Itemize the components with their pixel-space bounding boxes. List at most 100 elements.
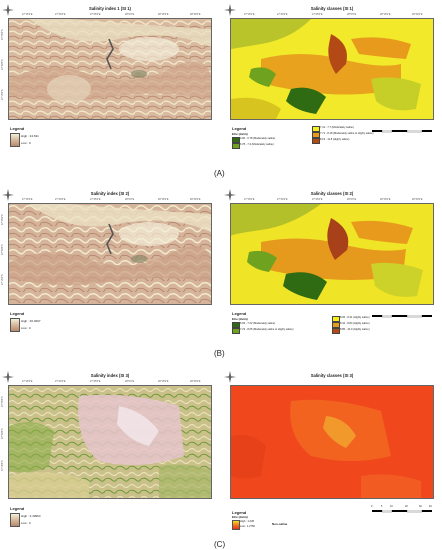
class-swatch <box>232 143 240 149</box>
class-swatch <box>332 316 340 322</box>
class-swatch <box>312 126 320 132</box>
lon-tick: 27°30'0"E <box>277 13 288 16</box>
lat-tick: 27°45'0"N <box>1 29 4 40</box>
lat-tick: 27°30'0"N <box>1 59 4 70</box>
class-label: 8.85 - 10.9 (Highly saline) <box>340 328 370 331</box>
lon-tick: 28°15'0"E <box>158 198 169 201</box>
legend-high: High : 1.028 <box>240 520 254 523</box>
panel-title: Salinity classes (SI 1) <box>310 6 354 11</box>
lon-tick: 28°15'0"E <box>158 13 169 16</box>
class-label: 8.19 - 11.8 (Highly saline) <box>320 138 350 141</box>
legend-title: Legend <box>232 126 247 131</box>
legend-low: Low : 0 <box>21 141 31 145</box>
lon-tick: 28°30'0"E <box>412 13 423 16</box>
lon-tick: 28°0'0"E <box>347 198 357 201</box>
class-swatch <box>312 132 320 138</box>
legend-ece: ECe (ds/m) <box>232 515 248 519</box>
class-swatch <box>232 137 240 143</box>
salinity-classes-map <box>230 203 434 305</box>
panel-a-right: Salinity classes (SI 1) 27°15'0"E 27°30'… <box>222 0 442 180</box>
legend-low: Low : 0 <box>21 326 31 330</box>
panel-c-left: Salinity index (SI 3) 27°15'0"E 27°30'0"… <box>0 367 220 537</box>
lon-tick: 28°0'0"E <box>125 198 135 201</box>
salinity-classes-map <box>230 18 434 120</box>
lon-tick: 27°15'0"E <box>22 380 33 383</box>
scale-tick: 0 <box>371 505 373 508</box>
scale-tick: 5 <box>381 505 383 508</box>
panel-title: Salinity classes (SI 2) <box>310 191 354 196</box>
lon-tick: 28°15'0"E <box>380 13 391 16</box>
panel-title: Salinity index (SI 2) <box>90 191 130 196</box>
north-arrow-icon <box>224 3 236 21</box>
lat-tick: 27°30'0"N <box>1 244 4 255</box>
legend-high: High : 24.631 <box>21 134 39 138</box>
lat-tick: 27°45'0"N <box>1 396 4 407</box>
north-arrow-icon <box>224 188 236 206</box>
lon-tick: 27°45'0"E <box>90 198 101 201</box>
lon-tick: 28°30'0"E <box>190 13 201 16</box>
class-swatch <box>232 322 240 328</box>
legend-title: Legend <box>10 506 25 511</box>
lon-tick: 28°0'0"E <box>125 380 135 383</box>
scale-bar <box>372 501 432 519</box>
class-swatch <box>332 328 340 334</box>
class-label: 7.41 - 7.7 (Moderately saline) <box>320 126 354 129</box>
legend-ece: ECe (ds/m) <box>232 317 248 321</box>
classes-gradient <box>232 520 240 530</box>
legend-ece: ECe (ds/m) <box>232 132 248 136</box>
legend-title: Legend <box>232 510 247 515</box>
scale-tick: 30 <box>419 505 422 508</box>
scale-tick: 40 <box>429 505 432 508</box>
legend-low: Low : 1.2750 <box>240 525 255 528</box>
class-label: 8.42 - 8.84 (Highly saline) <box>340 322 370 325</box>
north-arrow-icon <box>2 370 14 388</box>
lat-tick: 27°45'0"N <box>1 214 4 225</box>
lon-tick: 27°15'0"E <box>22 13 33 16</box>
salinity-index-map <box>8 203 212 305</box>
lon-tick: 27°30'0"E <box>55 380 66 383</box>
index-gradient <box>10 318 20 332</box>
lon-tick: 28°30'0"E <box>190 198 201 201</box>
legend-non-saline: Non-saline <box>272 522 288 526</box>
panel-a-left: Salinity index 1 (SI 1) 27°15'0"E 27°30'… <box>0 0 220 160</box>
legend-title: Legend <box>10 126 25 131</box>
lon-tick: 27°45'0"E <box>312 198 323 201</box>
lon-tick: 27°15'0"E <box>244 13 255 16</box>
index-gradient <box>10 133 20 147</box>
legend-low: Low : 0 <box>21 521 31 525</box>
panel-title: Salinity index (SI 3) <box>90 373 130 378</box>
panel-b-right: Salinity classes (SI 2) 27°15'0"E 27°30'… <box>222 185 442 365</box>
scale-bar <box>372 121 432 139</box>
lon-tick: 27°30'0"E <box>55 198 66 201</box>
north-arrow-icon <box>224 370 236 388</box>
legend-title: Legend <box>10 311 25 316</box>
lat-tick: 27°15'0"N <box>1 89 4 100</box>
lat-tick: 27°30'0"N <box>1 428 4 439</box>
lon-tick: 27°30'0"E <box>277 198 288 201</box>
panel-label-b: (B) <box>214 349 225 358</box>
lat-tick: 27°15'0"N <box>1 460 4 471</box>
lon-tick: 28°15'0"E <box>380 198 391 201</box>
lon-tick: 28°0'0"E <box>347 13 357 16</box>
lon-tick: 28°15'0"E <box>158 380 169 383</box>
scale-tick: 20 <box>405 505 408 508</box>
lon-tick: 27°15'0"E <box>244 198 255 201</box>
class-label: 7.23 - 8.05 (Moderately saline to Highly… <box>240 328 294 331</box>
class-swatch <box>332 322 340 328</box>
class-label: 7.71 - 8.18 (Moderately saline to Highly… <box>320 132 374 135</box>
lon-tick: 27°45'0"E <box>312 13 323 16</box>
class-label: 6.78 - 7.4 (Moderately saline) <box>240 143 274 146</box>
scale-bar <box>372 306 432 324</box>
lon-tick: 28°30'0"E <box>412 198 423 201</box>
north-arrow-icon <box>2 3 14 21</box>
panel-label-c: (C) <box>214 540 226 549</box>
panel-label-a: (A) <box>214 169 225 178</box>
salinity-index-map <box>8 18 212 120</box>
legend-high: High : 26.0297 <box>21 319 41 323</box>
legend-title: Legend <box>232 311 247 316</box>
class-label: 4.90 - 6.78 (Moderately saline) <box>240 137 276 140</box>
class-label: 5.93 - 7.22 (Moderately saline) <box>240 322 276 325</box>
panel-title: Salinity classes (SI 3) <box>310 373 354 378</box>
legend-high: High : 3.40964 <box>21 514 41 518</box>
panel-title: Salinity index 1 (SI 1) <box>89 6 131 11</box>
